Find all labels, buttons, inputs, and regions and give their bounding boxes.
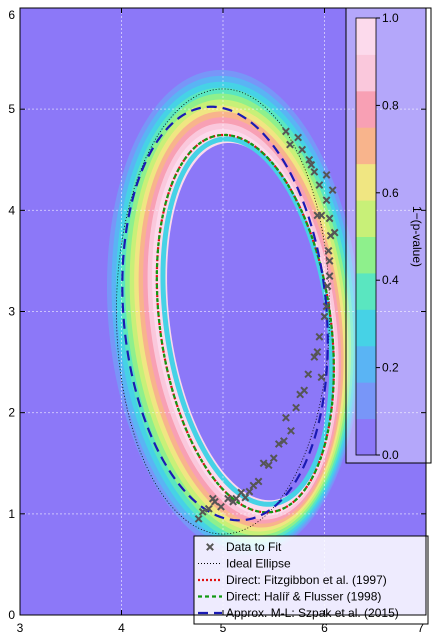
colorbar-frame bbox=[355, 17, 377, 456]
colorbar-swatch bbox=[356, 272, 376, 310]
data-point bbox=[324, 246, 333, 255]
data-point bbox=[323, 282, 332, 291]
data-point bbox=[313, 211, 322, 220]
legend-box bbox=[193, 535, 429, 625]
data-point bbox=[313, 348, 322, 356]
y-tick-label: 3 bbox=[8, 305, 15, 319]
colorbar-swatch bbox=[356, 54, 376, 92]
x-tick-label: 7 bbox=[417, 621, 424, 635]
data-point bbox=[232, 494, 241, 503]
data-point bbox=[328, 186, 337, 195]
y-tick-label: 4 bbox=[8, 203, 15, 217]
data-point bbox=[330, 228, 339, 237]
plot-content bbox=[20, 8, 426, 615]
data-point bbox=[264, 461, 273, 470]
y-tick-label: 1 bbox=[8, 507, 15, 521]
data-point bbox=[310, 167, 319, 176]
y-tick-label: 6 bbox=[8, 8, 15, 22]
szpak-fit-line bbox=[121, 105, 329, 522]
colorbar-swatch bbox=[356, 18, 376, 55]
colorbar-swatch bbox=[356, 90, 376, 128]
data-point bbox=[315, 181, 324, 189]
data-point bbox=[210, 497, 219, 506]
data-point bbox=[315, 332, 324, 341]
colorbar: 0.0 0.2 0.4 0.6 0.8 1.0 1−(p-value) bbox=[345, 7, 432, 464]
colorbar-tick-label: 1.0 bbox=[382, 11, 399, 25]
data-point bbox=[269, 454, 278, 463]
colorbar-swatch bbox=[356, 163, 376, 201]
data-point bbox=[245, 487, 254, 496]
data-point bbox=[241, 493, 250, 502]
data-point bbox=[286, 140, 294, 149]
colorbar-swatch bbox=[356, 200, 376, 237]
colorbar-label: 1−(p-value) bbox=[410, 206, 424, 267]
legend-label: Approx. M-L: Szpak et al. (2015) bbox=[226, 606, 399, 620]
colorbar-tick-label: 0.6 bbox=[382, 186, 399, 200]
colorbar-swatch bbox=[356, 309, 376, 347]
colorbar-swatch bbox=[356, 127, 376, 165]
data-point bbox=[198, 507, 207, 516]
colorbar-swatch bbox=[356, 236, 376, 274]
y-tick-label: 0 bbox=[8, 608, 15, 622]
legend: Data to Fit Ideal Ellipse Direct: Fitzgibb… bbox=[193, 535, 429, 625]
data-point bbox=[322, 171, 331, 179]
data-point bbox=[307, 160, 316, 169]
axes: 3 4 5 6 7 0 1 2 3 4 5 6 bbox=[8, 7, 427, 635]
data-point bbox=[305, 155, 314, 164]
legend-marker bbox=[206, 543, 214, 551]
data-point bbox=[279, 437, 288, 445]
colorbar-tick-label: 0.0 bbox=[382, 448, 399, 462]
data-point bbox=[298, 145, 307, 154]
y-tick-label: 5 bbox=[8, 102, 15, 116]
halir-flusser-fit-line bbox=[155, 133, 335, 514]
data-point bbox=[282, 127, 290, 136]
data-point bbox=[292, 403, 300, 412]
data-point bbox=[300, 386, 309, 395]
y-tick-label: 2 bbox=[8, 406, 15, 420]
data-point bbox=[325, 272, 334, 280]
data-point bbox=[204, 504, 213, 513]
data-point bbox=[322, 302, 331, 311]
legend-label: Ideal Ellipse bbox=[226, 557, 291, 571]
plot-area bbox=[20, 8, 426, 615]
data-point bbox=[304, 370, 313, 379]
legend-label: Direct: Fitzgibbon et al. (1997) bbox=[226, 573, 387, 587]
data-point bbox=[294, 133, 303, 142]
data-point bbox=[282, 413, 290, 422]
data-point bbox=[325, 257, 334, 265]
x-tick-label: 4 bbox=[118, 621, 125, 635]
data-point bbox=[325, 214, 334, 223]
data-point bbox=[217, 502, 225, 511]
legend-label: Data to Fit bbox=[226, 540, 282, 554]
data-point bbox=[317, 373, 326, 382]
data-point bbox=[254, 477, 263, 486]
colorbar-tick-label: 0.2 bbox=[382, 361, 399, 375]
data-point bbox=[274, 440, 283, 448]
colorbar-tick-label: 0.4 bbox=[382, 273, 399, 287]
colorbar-swatch bbox=[356, 418, 376, 456]
data-point bbox=[310, 353, 319, 361]
data-point bbox=[322, 196, 331, 205]
region-interior bbox=[167, 142, 332, 501]
colorbar-tick-label: 0.8 bbox=[382, 98, 399, 112]
x-tick-label: 3 bbox=[17, 621, 24, 635]
data-point bbox=[287, 426, 295, 435]
inner-band-edge bbox=[160, 136, 335, 507]
data-point bbox=[320, 312, 329, 321]
data-point bbox=[259, 459, 268, 468]
colorbar-swatch bbox=[356, 345, 376, 383]
x-tick-label: 5 bbox=[220, 621, 227, 635]
colorbar-swatch bbox=[356, 382, 376, 420]
data-point bbox=[224, 494, 232, 503]
legend-label: Direct: Halíř & Flusser (1998) bbox=[226, 590, 381, 604]
x-tick-label: 6 bbox=[321, 621, 328, 635]
data-point bbox=[194, 514, 203, 523]
